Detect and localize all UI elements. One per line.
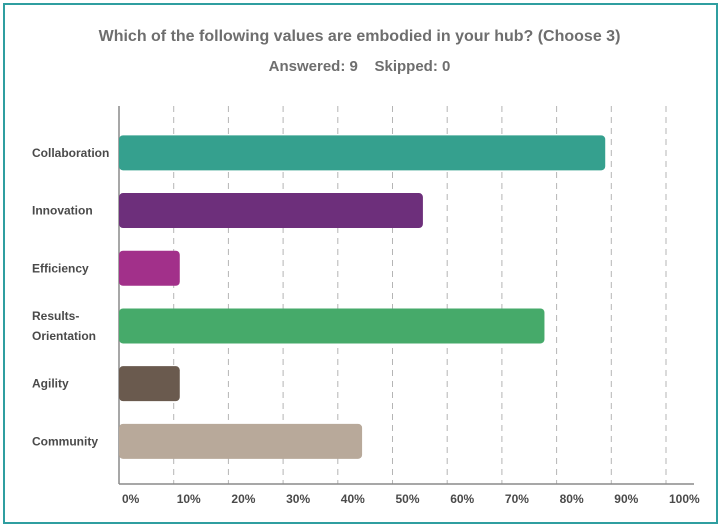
category-label: Agility (32, 377, 69, 391)
x-tick-label: 100% (669, 492, 700, 506)
category-label: Efficiency (32, 261, 89, 275)
x-tick-label: 50% (396, 492, 420, 506)
bar-agility (119, 366, 180, 402)
bar-community (119, 423, 363, 459)
x-tick-label: 0% (122, 492, 140, 506)
x-tick-label: 70% (505, 492, 529, 506)
category-label: Collaboration (32, 146, 109, 160)
category-label: Community (32, 434, 98, 448)
bar-collaboration (119, 135, 606, 171)
bar-results-orientation (119, 308, 545, 344)
bar-innovation (119, 193, 423, 229)
x-tick-label: 40% (341, 492, 365, 506)
x-tick-label: 90% (614, 492, 638, 506)
x-tick-label: 80% (560, 492, 584, 506)
x-tick-label: 20% (231, 492, 255, 506)
chart-title: Which of the following values are embodi… (98, 28, 621, 45)
bar-efficiency (119, 250, 180, 286)
x-tick-label: 10% (177, 492, 201, 506)
category-label: Innovation (32, 204, 93, 218)
x-tick-label: 30% (286, 492, 310, 506)
x-tick-label: 60% (450, 492, 474, 506)
category-label: Results- (32, 309, 79, 323)
category-label: Orientation (32, 329, 96, 343)
chart-subtitle: Answered: 9 Skipped: 0 (268, 58, 451, 75)
